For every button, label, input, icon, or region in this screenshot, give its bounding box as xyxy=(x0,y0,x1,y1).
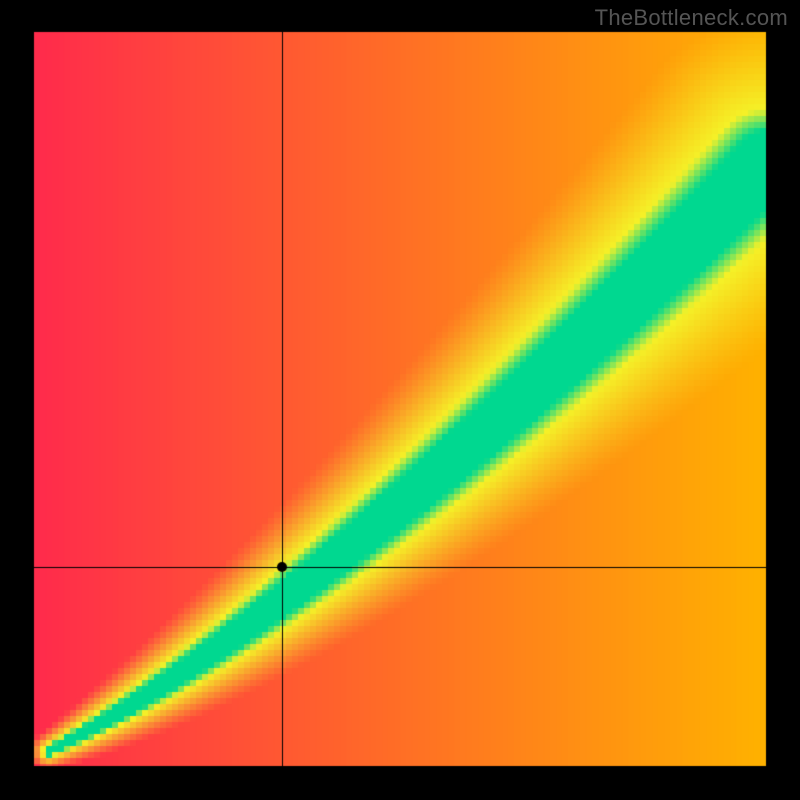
bottleneck-heatmap-canvas xyxy=(0,0,800,800)
watermark-text: TheBottleneck.com xyxy=(595,5,788,31)
root-container: TheBottleneck.com xyxy=(0,0,800,800)
